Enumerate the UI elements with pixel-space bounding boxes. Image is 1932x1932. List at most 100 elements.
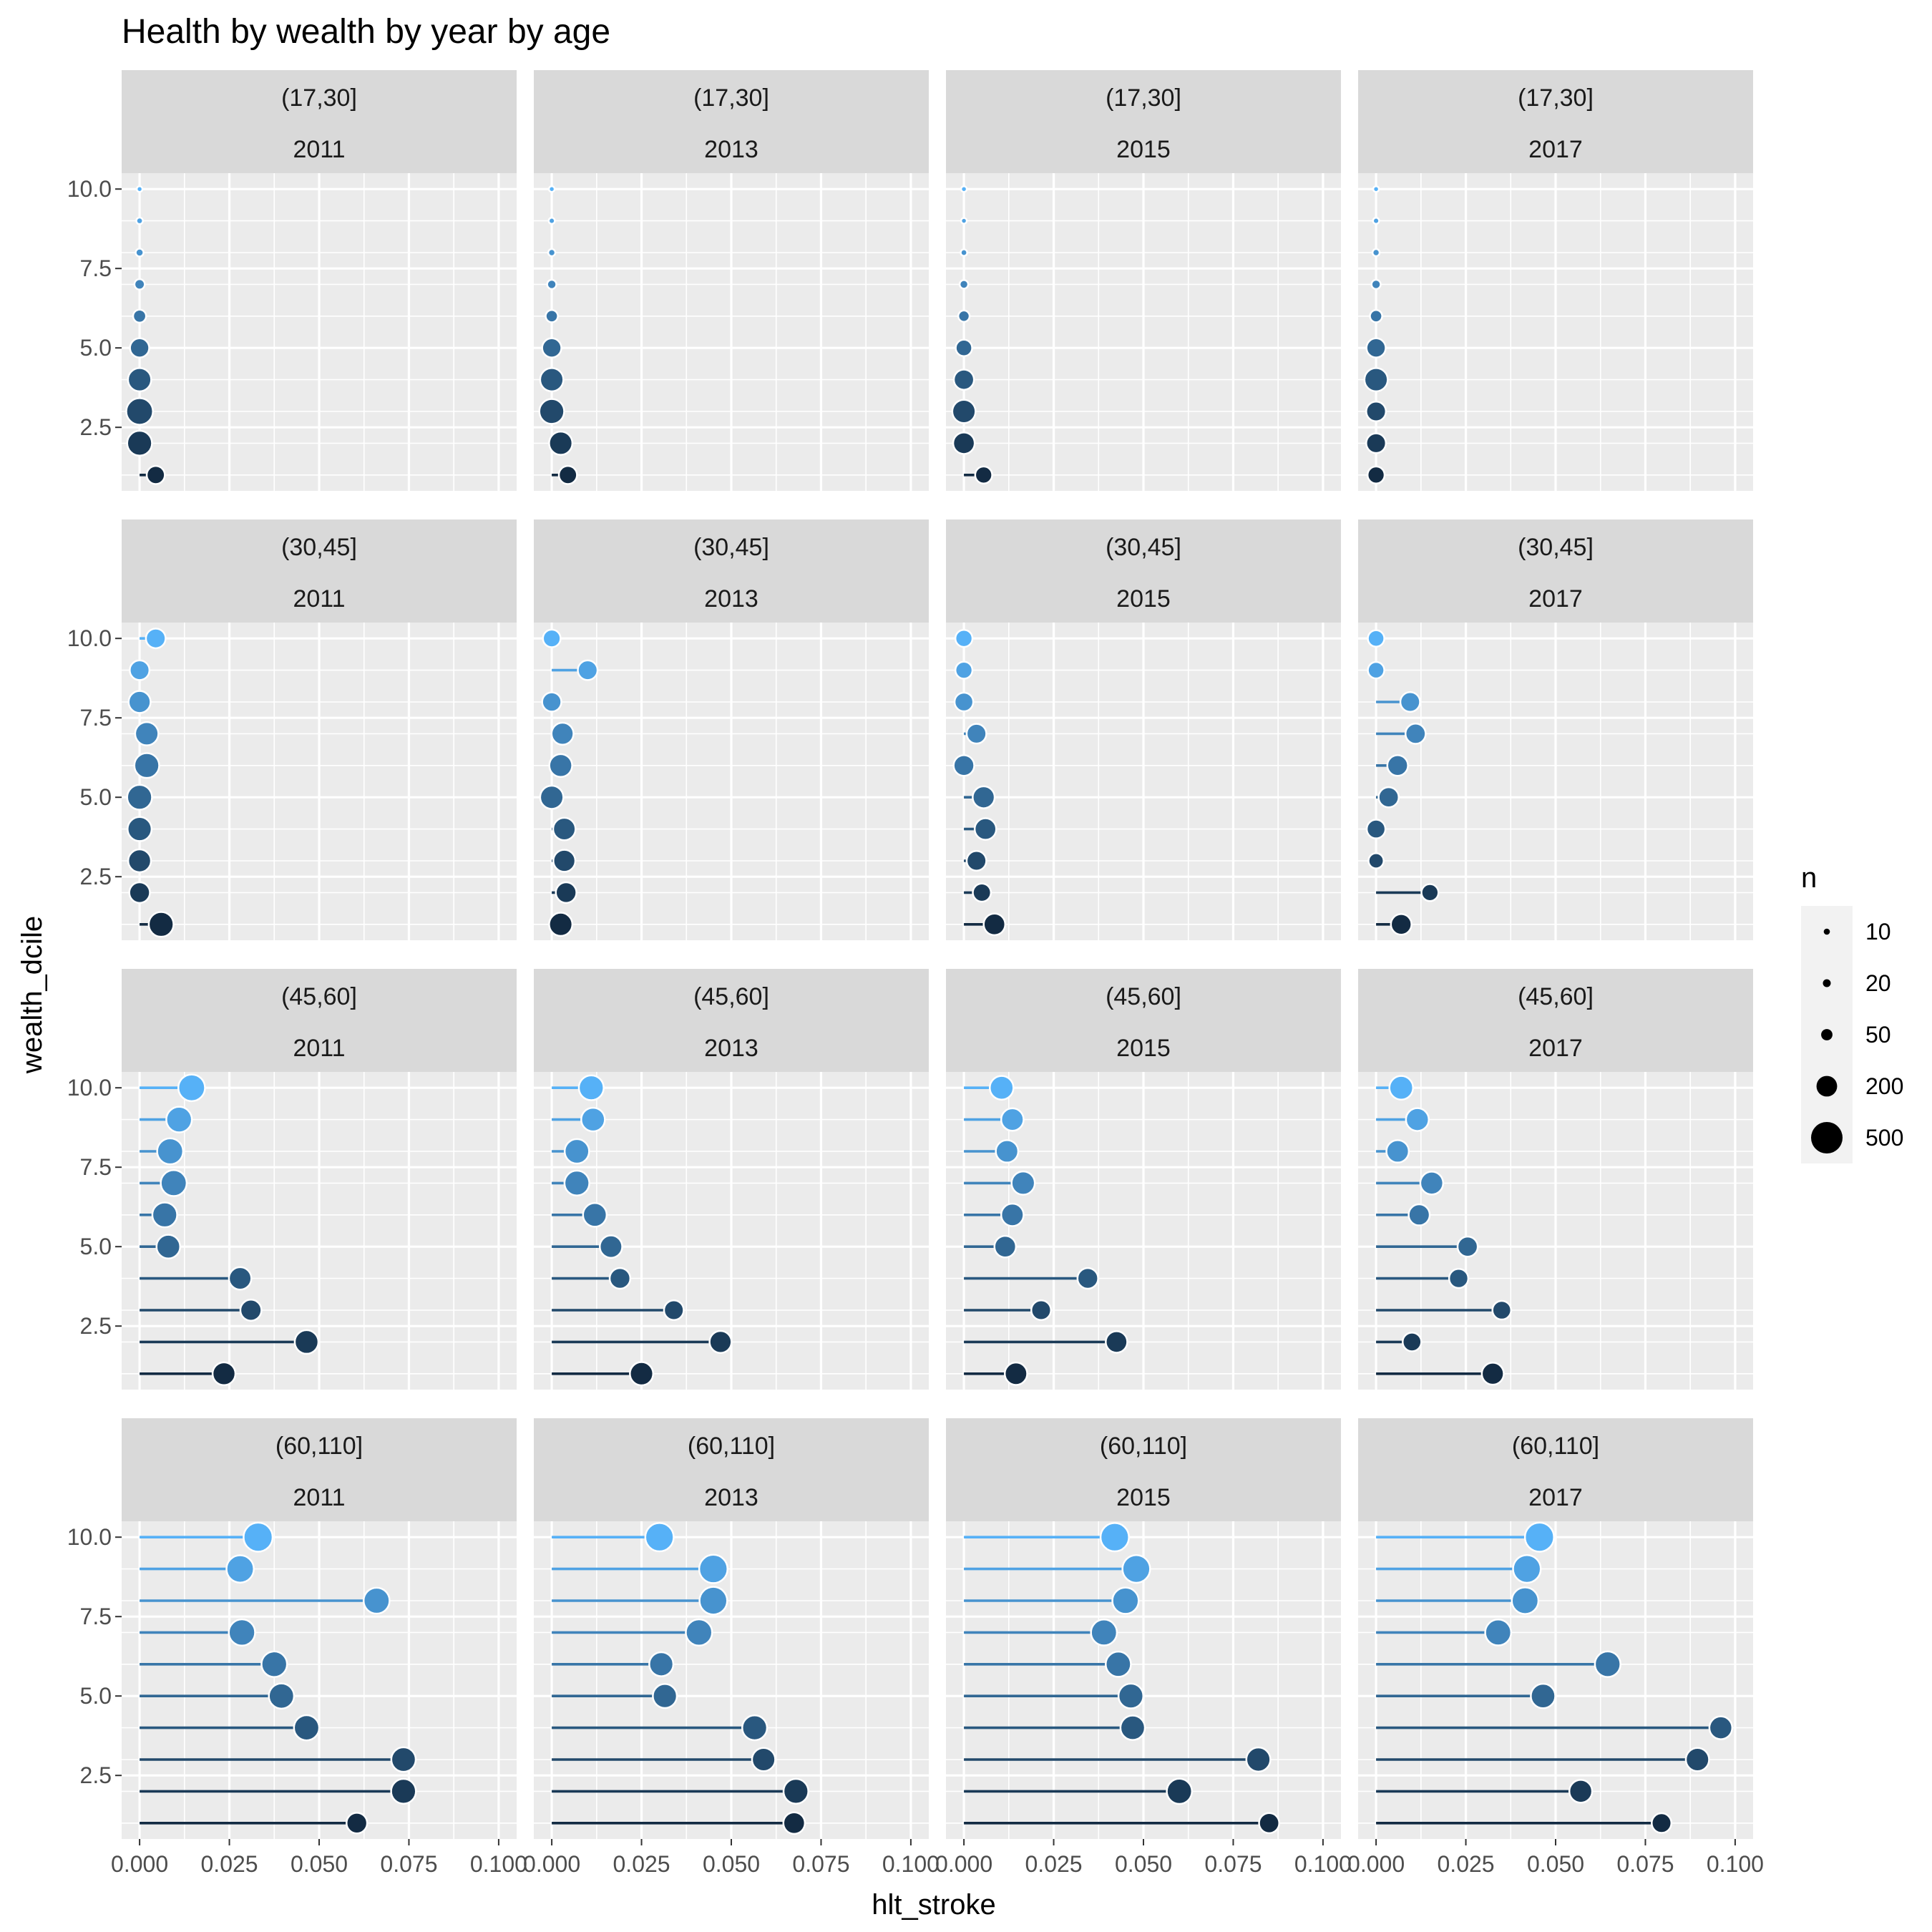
- legend-title: n: [1801, 862, 1817, 894]
- lollipop-point: [954, 660, 974, 680]
- lollipop-point: [390, 1746, 417, 1773]
- lollipop-point: [133, 752, 160, 779]
- lollipop-point: [993, 1234, 1018, 1259]
- lollipop-point: [563, 1169, 590, 1197]
- lollipop-point: [577, 1074, 605, 1101]
- lollipop-point: [243, 1521, 274, 1553]
- lollipop-point: [751, 1747, 776, 1772]
- lollipop-point: [134, 721, 160, 746]
- lollipop-point: [629, 1361, 655, 1387]
- lollipop-point: [1512, 1553, 1542, 1584]
- strip-label-age: (45,60]: [1518, 983, 1594, 1010]
- lollipop-point: [1523, 1521, 1555, 1553]
- strip-label-age: (45,60]: [281, 983, 357, 1010]
- lollipop-point: [260, 1650, 288, 1678]
- lollipop-point: [952, 369, 975, 391]
- lollipop-point: [293, 1329, 320, 1355]
- legend-point: [1811, 1122, 1843, 1153]
- lollipop-point: [1076, 1267, 1099, 1290]
- lollipop-point: [228, 1266, 253, 1291]
- lollipop-point: [547, 185, 556, 193]
- lollipop-point: [698, 1553, 728, 1584]
- y-tick-label: 2.5: [80, 414, 112, 440]
- lollipop-point: [957, 309, 971, 323]
- lollipop-point: [541, 337, 562, 358]
- lollipop-point: [698, 1586, 728, 1616]
- facet-strip: [534, 969, 929, 1072]
- strip-label-year: 2015: [1116, 136, 1171, 163]
- lollipop-point: [1684, 1747, 1710, 1772]
- lollipop-point: [127, 690, 152, 714]
- lollipop-point: [552, 849, 577, 873]
- lollipop-point: [147, 911, 175, 938]
- facet-strip: [1358, 70, 1753, 173]
- lollipop-point: [155, 1234, 182, 1259]
- lollipop-point: [1119, 1714, 1146, 1741]
- lollipop-point: [1099, 1522, 1130, 1553]
- lollipop-point: [1480, 1362, 1505, 1386]
- lollipop-point: [1456, 1235, 1479, 1258]
- strip-label-age: (17,30]: [1106, 84, 1181, 112]
- lollipop-point: [1371, 248, 1381, 258]
- lollipop-point: [135, 248, 145, 258]
- lollipop-point: [1365, 432, 1387, 454]
- facet-panel: (30,45] 2015: [946, 519, 1341, 940]
- lollipop-point: [390, 1777, 417, 1805]
- lollipop-point: [177, 1073, 206, 1103]
- lollipop-point: [1003, 1361, 1028, 1386]
- facet-strip: [122, 969, 517, 1072]
- strip-label-age: (60,110]: [275, 1433, 363, 1460]
- lollipop-point: [953, 691, 975, 713]
- lollipop-point: [1511, 1586, 1540, 1615]
- lollipop-point: [557, 464, 578, 485]
- lollipop-point: [958, 279, 970, 290]
- lollipop-point: [127, 816, 153, 842]
- lollipop-point: [1407, 1203, 1431, 1226]
- lollipop-point: [555, 881, 577, 904]
- lollipop-point: [974, 465, 993, 484]
- lollipop-point: [1420, 883, 1440, 902]
- facet-panel: (17,30] 2011 2.5 5.0 7.5 10.0: [67, 70, 517, 491]
- lollipop-point: [1117, 1682, 1145, 1709]
- legend-point: [1823, 979, 1831, 987]
- lollipop-point: [127, 848, 152, 874]
- lollipop-point: [972, 882, 992, 903]
- strip-label-year: 2015: [1116, 1035, 1171, 1062]
- y-tick-label: 2.5: [80, 1313, 112, 1339]
- lollipop-point: [145, 628, 167, 650]
- x-tick-label: 0.000: [935, 1851, 992, 1877]
- strip-label-year: 2013: [704, 1035, 758, 1062]
- strip-label-age: (45,60]: [693, 983, 769, 1010]
- lollipop-point: [1105, 1330, 1128, 1354]
- lollipop-point: [346, 1812, 369, 1835]
- strip-label-year: 2013: [704, 585, 758, 613]
- lollipop-point: [1090, 1619, 1118, 1646]
- lollipop-point: [547, 248, 557, 258]
- lollipop-point: [128, 881, 151, 904]
- lollipop-point: [1484, 1619, 1513, 1646]
- legend-label: 500: [1865, 1125, 1903, 1151]
- lollipop-point: [1258, 1812, 1280, 1835]
- facet-strip: [534, 1418, 929, 1521]
- lollipop-point: [156, 1137, 185, 1166]
- facet-strip: [1358, 519, 1753, 623]
- x-tick-label: 0.100: [1707, 1851, 1764, 1877]
- legend-point: [1823, 928, 1830, 935]
- lollipop-point: [708, 1330, 733, 1355]
- lollipop-point: [563, 1138, 590, 1165]
- x-tick-label: 0.000: [1347, 1851, 1405, 1877]
- strip-label-age: (60,110]: [1100, 1433, 1187, 1460]
- lollipop-point: [133, 278, 146, 291]
- facet-panel: (17,30] 2017: [1358, 70, 1753, 491]
- lollipop-point: [1121, 1553, 1151, 1584]
- x-tick-label: 0.075: [1616, 1851, 1674, 1877]
- facet-strip: [1358, 969, 1753, 1072]
- x-tick-label: 0.075: [792, 1851, 849, 1877]
- y-tick-label: 5.0: [80, 1683, 112, 1709]
- lollipop-point: [988, 1075, 1015, 1101]
- lollipop-point: [1390, 913, 1413, 936]
- strip-label-year: 2017: [1528, 1035, 1583, 1062]
- lollipop-point: [1111, 1586, 1140, 1615]
- facet-panel: (45,60] 2015: [946, 969, 1341, 1390]
- x-tick-label: 0.050: [1527, 1851, 1584, 1877]
